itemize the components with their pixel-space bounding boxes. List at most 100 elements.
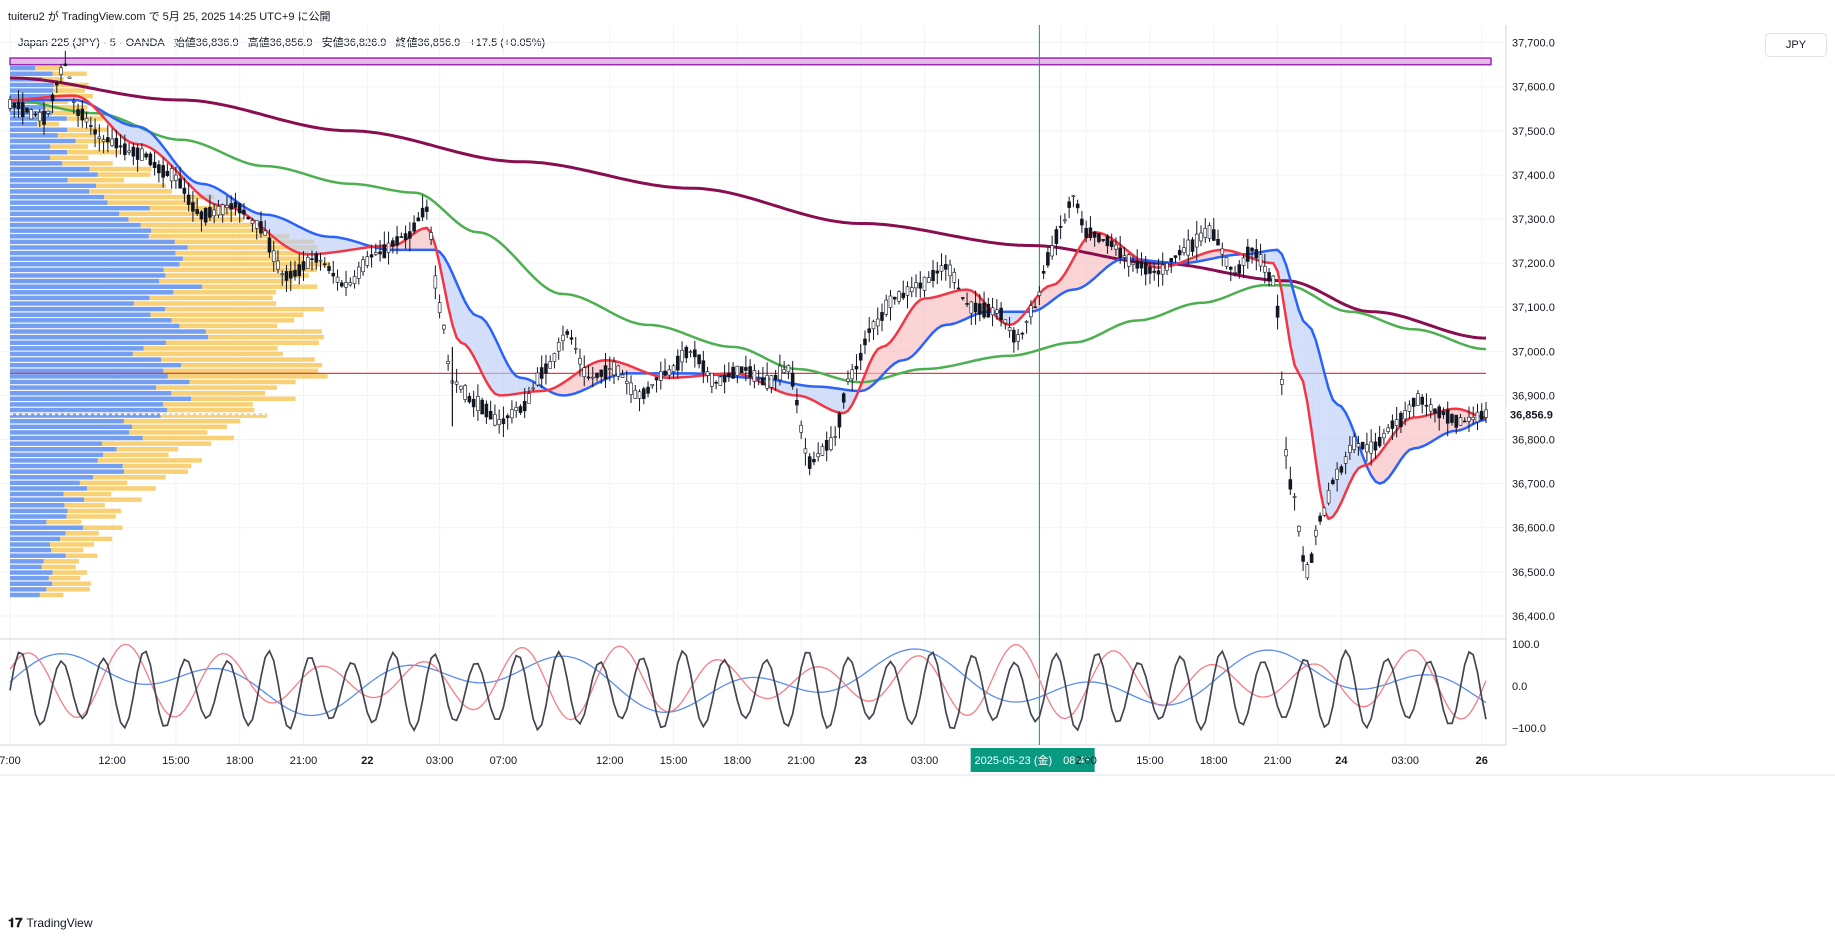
vp-bar-up (10, 121, 38, 127)
ema-fill-bear (775, 380, 780, 392)
candle-body (357, 266, 361, 279)
vp-bar-up (10, 559, 44, 564)
candle-body (1135, 260, 1139, 269)
vp-bar-down (84, 497, 142, 502)
price-tick-label: 36,800.0 (1512, 435, 1555, 447)
candle-body (603, 365, 608, 380)
candle-body (288, 270, 293, 279)
candle-body (1356, 443, 1361, 448)
vp-bar-down (49, 155, 89, 161)
candle-body (565, 331, 570, 335)
vp-bar-up (10, 295, 150, 301)
vp-bar-down (167, 374, 328, 379)
vp-bar-down (52, 581, 91, 586)
ema-fill-bear (805, 385, 810, 399)
candle-body (174, 174, 178, 181)
ema-fill-bear (341, 238, 347, 252)
ema-fill-bear (784, 381, 789, 395)
ema-fill-bear (1324, 373, 1329, 519)
ema-fill-bull (1043, 286, 1048, 307)
candle-body (522, 400, 527, 412)
candle-body (305, 257, 310, 269)
candle-body (650, 384, 655, 387)
vp-bar-down (67, 508, 122, 514)
candle-body (1058, 226, 1063, 228)
candle-body (1160, 264, 1165, 275)
candle-body (67, 76, 72, 79)
candle-body (1309, 553, 1314, 563)
ema-fill-bull (1400, 421, 1406, 460)
candle-body (607, 368, 612, 370)
candle-body (986, 303, 991, 318)
vp-bar-up (10, 430, 130, 435)
candle-body (871, 321, 876, 330)
ema-fill-bear (137, 126, 142, 145)
vp-bar-up (10, 458, 98, 463)
ema-fill-bear (273, 215, 278, 241)
currency-button[interactable]: JPY (1765, 33, 1827, 57)
candle-body (552, 353, 557, 362)
candle-body (739, 366, 744, 373)
candle-body (12, 102, 17, 108)
ema-fill-bull (903, 315, 908, 361)
candle-body (1054, 229, 1059, 244)
vp-bar-up (10, 234, 149, 239)
candle-body (1046, 252, 1050, 266)
candle-body (123, 143, 127, 155)
ema-fill-bear (796, 384, 802, 396)
ema-fill-bull (894, 329, 900, 364)
ema-fill-bull (1464, 410, 1469, 429)
candle-body (1122, 255, 1127, 258)
candle-body (106, 137, 110, 143)
candle-body (59, 67, 63, 75)
vp-bar-up (10, 133, 58, 138)
candle-body (152, 161, 157, 169)
vp-bar-up (10, 351, 133, 357)
vp-bar-up (10, 65, 36, 71)
vp-bar-up (10, 105, 46, 110)
candle-body (854, 365, 859, 370)
candle-body (1131, 262, 1135, 265)
candle-body (799, 424, 803, 433)
candle-body (339, 282, 344, 287)
candle-body (573, 347, 578, 350)
candle-body (1080, 218, 1084, 226)
ema-fill-bear (460, 292, 466, 345)
candle-body (824, 439, 829, 451)
vp-bar-up (10, 396, 192, 402)
vp-bar-up (10, 138, 76, 144)
vp-bar-up (10, 508, 68, 514)
ema-fill-bear (813, 386, 819, 404)
ema-fill-bear (290, 222, 295, 252)
ema-fill-bear (477, 316, 483, 374)
candle-body (773, 374, 778, 380)
candle-body (616, 365, 621, 377)
candle-body (1186, 239, 1191, 256)
candle-body (29, 109, 34, 120)
time-tick-label: 21:00 (787, 755, 815, 767)
vp-bar-up (10, 463, 123, 469)
vp-bar-up (10, 497, 85, 502)
candle-body (1037, 291, 1042, 296)
ema-fill-bear (801, 385, 806, 397)
candle-body (637, 391, 642, 399)
vp-bar-down (156, 385, 277, 390)
vp-bar-down (43, 559, 80, 564)
vp-bar-up (10, 413, 161, 418)
vp-bar-up (10, 88, 54, 93)
ema-fill-bear (1315, 340, 1321, 491)
candle-body (527, 393, 531, 404)
chart-canvas[interactable]: 37,700.0 37,600.0 37,500.0 37,400.0 37,300.0… (0, 0, 1835, 900)
candle-body (101, 139, 106, 142)
ema-fill-bear (486, 322, 491, 389)
candle-body (331, 272, 336, 277)
vp-bar-up (10, 446, 117, 452)
time-tick-label: 24 (1335, 755, 1348, 767)
price-tick-label: 37,000.0 (1512, 346, 1555, 358)
vp-bar-up (10, 525, 83, 530)
vp-bar-down (191, 396, 296, 402)
vp-bar-up (10, 592, 40, 598)
vp-bar-down (79, 480, 128, 486)
vp-bar-up (10, 273, 166, 278)
candle-body (46, 110, 51, 114)
